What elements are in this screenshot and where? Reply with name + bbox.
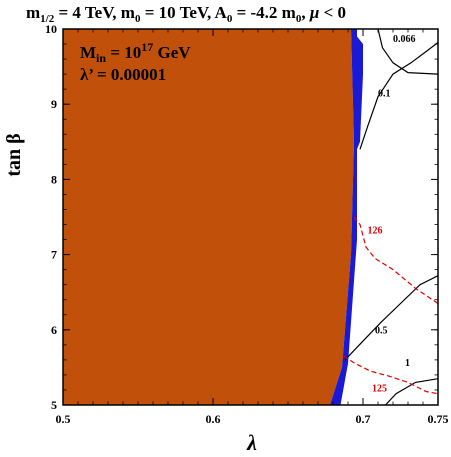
x-tick-label: 0.7 [356,412,371,426]
annot-m-sub: in [96,51,106,65]
title-part5: < 0 [319,3,346,22]
x-axis-label: λ [246,430,257,455]
x-tick-label: 0.75 [428,412,449,426]
x-tick-label: 0.6 [206,412,221,426]
title-part2: = 10 TeV, A [140,3,227,22]
contour-0-5 [344,275,438,361]
title-part4: , [301,3,310,22]
axes: 0.5 0.6 0.7 0.75 5 6 7 8 9 10 [45,22,449,426]
annot-m-eq: = 10 [106,43,141,62]
contour-1 [385,378,438,405]
contour-label-126: 126 [368,226,383,237]
plot-area: 0.066 0.1 0.5 1 126 125 [63,29,438,405]
y-axis-label: tan β [3,133,25,176]
contour-125 [343,355,438,395]
annot-m-unit: GeV [153,43,191,62]
contour-0-1 [359,42,438,150]
annotation-lambda-prime: λ’ = 0.00001 [80,65,166,84]
contour-label-0-1: 0.1 [378,89,391,100]
y-tick-label: 10 [45,22,57,36]
title-part3: = -4.2 m [232,3,296,22]
y-tick-label: 6 [51,323,57,337]
annot-m-sup: 17 [141,40,153,54]
y-tick-label: 9 [51,97,57,111]
y-tick-label: 7 [51,248,57,262]
y-tick-label: 5 [51,398,57,412]
contour-126 [353,216,438,304]
y-tick-label: 8 [51,172,57,186]
chart-title: m1/2 = 4 TeV, m0 = 10 TeV, A0 = -4.2 m0,… [26,3,346,25]
plot-frame [62,28,439,406]
title-m: m [26,3,40,22]
contour-label-1: 1 [405,358,410,369]
title-part1: = 4 TeV, m [54,3,135,22]
annotation-m-in: Min = 1017 GeV [80,40,191,65]
title-sub-half: 1/2 [40,13,55,25]
annot-m: M [80,43,96,62]
title-mu: μ [309,3,319,22]
title-sub-zero-1: 0 [135,13,141,25]
title-sub-zero-3: 0 [296,13,302,25]
title-sub-zero-2: 0 [227,13,233,25]
contour-label-0-5: 0.5 [375,326,388,337]
contour-0-066 [377,29,438,75]
region-excluded-orange [63,29,354,405]
x-tick-label: 0.5 [56,412,71,426]
contour-label-125: 125 [372,383,387,394]
region-excluded-blue [330,29,363,405]
contour-label-0-066: 0.066 [393,34,416,45]
